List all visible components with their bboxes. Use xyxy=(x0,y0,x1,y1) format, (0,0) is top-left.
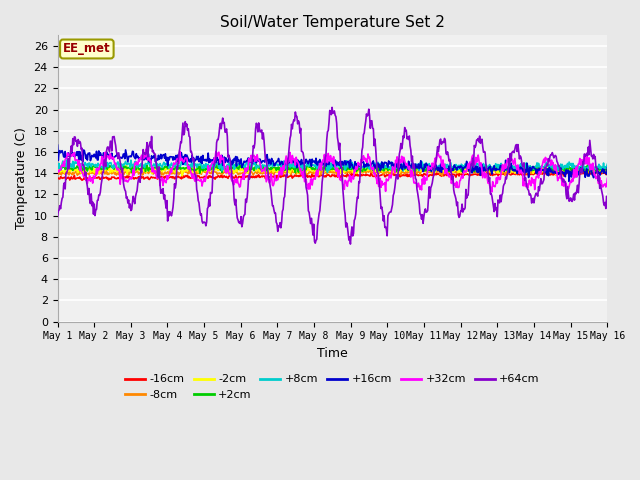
X-axis label: Time: Time xyxy=(317,347,348,360)
Y-axis label: Temperature (C): Temperature (C) xyxy=(15,128,28,229)
Text: EE_met: EE_met xyxy=(63,43,111,56)
Title: Soil/Water Temperature Set 2: Soil/Water Temperature Set 2 xyxy=(220,15,445,30)
Legend: -16cm, -8cm, -2cm, +2cm, +8cm, +16cm, +32cm, +64cm: -16cm, -8cm, -2cm, +2cm, +8cm, +16cm, +3… xyxy=(121,370,544,405)
